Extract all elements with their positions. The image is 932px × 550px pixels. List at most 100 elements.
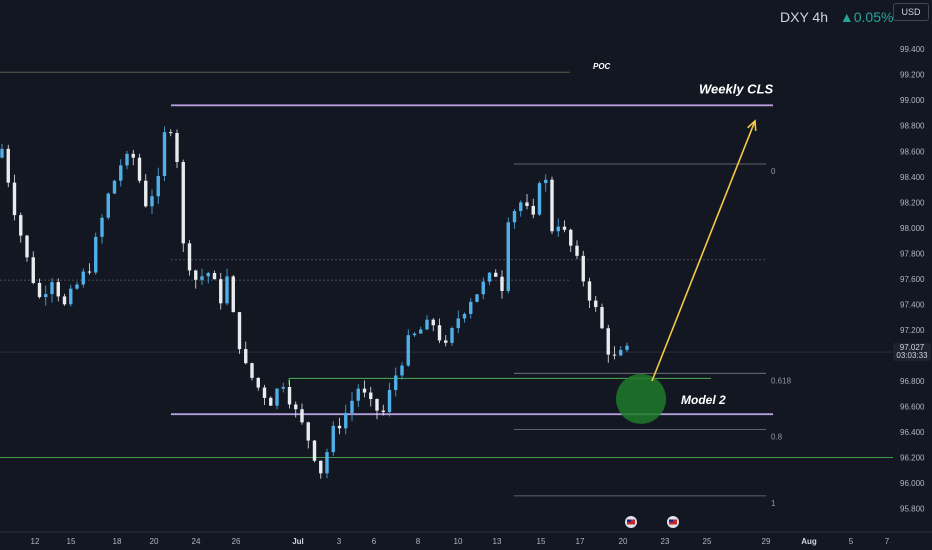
candle-body <box>331 425 335 453</box>
candle-body <box>25 235 29 258</box>
price-tick-label: 96.000 <box>900 479 925 488</box>
projection-arrow-head <box>747 119 757 131</box>
price-tick-label: 98.000 <box>900 224 925 233</box>
bar-countdown: 03:03:33 <box>896 351 928 360</box>
currency-button[interactable]: USD <box>893 3 929 21</box>
time-tick-label: 13 <box>493 537 502 546</box>
time-tick-label: 7 <box>885 537 890 546</box>
time-tick-label: 20 <box>150 537 159 546</box>
candle-body <box>550 179 554 232</box>
candle-body <box>369 392 373 400</box>
candle-body <box>394 375 398 390</box>
candle-body <box>12 182 17 216</box>
candle-body <box>325 452 329 474</box>
candle-body <box>556 226 560 232</box>
candle-body <box>362 388 367 393</box>
last-price-tag: 97.027 03:03:33 <box>893 343 931 361</box>
candle-body <box>62 296 67 305</box>
candle-body <box>0 148 4 158</box>
price-tick-label: 96.600 <box>900 403 925 412</box>
candles-layer <box>0 126 629 479</box>
candle-body <box>337 425 342 429</box>
candle-body <box>594 300 598 308</box>
candle-body <box>119 165 123 181</box>
price-tick-label: 98.600 <box>900 147 925 156</box>
time-tick-label: Jul <box>292 537 304 546</box>
candle-body <box>125 153 129 166</box>
time-tick-label: 15 <box>67 537 76 546</box>
time-tick-label: 18 <box>113 537 122 546</box>
candle-body <box>531 205 535 215</box>
candle-body <box>256 377 260 388</box>
candle-body <box>187 243 192 271</box>
candle-body <box>400 365 404 376</box>
time-axis[interactable]: 12 15 18 20 24 26 Jul 3 6 8 10 13 15 17 20 23 25 29 Aug 5 7 <box>0 531 932 546</box>
time-tick-label: 20 <box>619 537 628 546</box>
candle-body <box>625 345 629 350</box>
candle-body <box>344 412 348 429</box>
candle-body <box>56 282 60 297</box>
candle-body <box>6 148 10 183</box>
candle-body <box>350 400 354 413</box>
candle-body <box>419 329 423 334</box>
candle-body <box>494 272 498 277</box>
time-tick-label: 25 <box>703 537 712 546</box>
candle-body <box>456 318 460 329</box>
candle-body <box>169 132 173 134</box>
candle-body <box>487 272 492 282</box>
candle-body <box>319 460 323 474</box>
time-tick-label: 23 <box>661 537 670 546</box>
candle-body <box>562 226 567 230</box>
time-tick-label: Aug <box>801 537 817 546</box>
candle-body <box>262 387 267 398</box>
time-tick-label: 17 <box>576 537 585 546</box>
candle-body <box>175 133 179 162</box>
candle-body <box>112 180 117 194</box>
candle-body <box>425 319 429 330</box>
time-tick-label: 10 <box>454 537 463 546</box>
fib-level-label: 0 <box>771 167 776 176</box>
price-tick-label: 96.800 <box>900 377 925 386</box>
time-tick-label: 15 <box>537 537 546 546</box>
candle-body <box>519 202 523 212</box>
candle-body <box>231 276 235 313</box>
candle-body <box>94 236 98 273</box>
candle-body <box>212 272 217 280</box>
drawings-layer <box>616 119 757 528</box>
candle-body <box>100 217 104 237</box>
price-tick-label: 97.600 <box>900 275 925 284</box>
candle-body <box>469 301 473 314</box>
economic-event-icon <box>627 519 631 522</box>
time-tick-label: 12 <box>31 537 40 546</box>
weekly-cls-label: Weekly CLS <box>699 81 774 96</box>
candle-body <box>69 288 73 305</box>
candle-body <box>512 211 517 223</box>
price-tick-label: 98.400 <box>900 173 925 182</box>
price-tick-label: 96.400 <box>900 428 925 437</box>
price-tick-label: 95.800 <box>900 505 925 514</box>
candle-body <box>81 271 85 285</box>
candle-body <box>156 175 160 197</box>
time-tick-label: 6 <box>372 537 377 546</box>
candle-body <box>269 397 273 406</box>
candle-body <box>287 386 292 405</box>
candle-body <box>525 202 529 206</box>
candle-body <box>19 215 23 236</box>
time-tick-label: 24 <box>192 537 201 546</box>
candle-body <box>544 179 548 184</box>
candle-body <box>587 281 592 301</box>
candle-body <box>444 340 448 343</box>
candle-body <box>475 294 479 302</box>
symbol-header: DXY 4h ▲0.05% <box>780 9 893 25</box>
candle-body <box>537 183 542 215</box>
candle-body <box>194 270 198 280</box>
candle-body <box>575 245 579 256</box>
candle-body <box>356 388 360 401</box>
candle-body <box>87 271 92 273</box>
candle-body <box>31 257 35 283</box>
price-tick-label: 97.800 <box>900 249 925 258</box>
candle-body <box>500 276 504 291</box>
candle-body <box>375 399 379 411</box>
